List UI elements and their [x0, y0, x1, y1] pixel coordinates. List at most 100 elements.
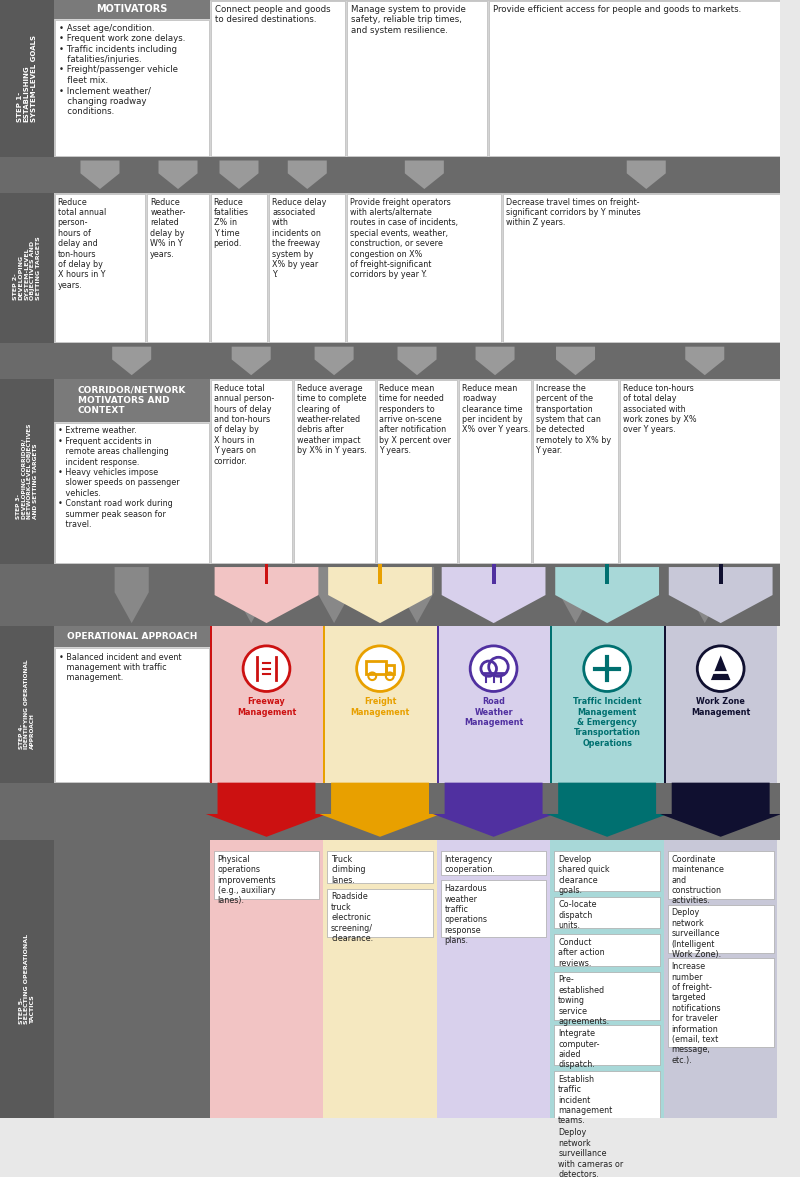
FancyBboxPatch shape	[0, 783, 780, 839]
FancyBboxPatch shape	[605, 564, 609, 584]
FancyBboxPatch shape	[0, 0, 54, 157]
Text: Reduce
total annual
person-
hours of
delay and
ton-hours
of delay by
X hours in : Reduce total annual person- hours of del…	[58, 198, 106, 290]
Polygon shape	[288, 160, 326, 189]
Text: OPERATIONAL APPROACH: OPERATIONAL APPROACH	[66, 632, 197, 640]
Circle shape	[357, 646, 403, 691]
FancyBboxPatch shape	[54, 626, 210, 647]
Polygon shape	[405, 160, 444, 189]
FancyBboxPatch shape	[294, 380, 374, 564]
Text: Deploy
network
surveillance
with cameras or
detectors.: Deploy network surveillance with cameras…	[558, 1129, 623, 1177]
Text: Reduce average
time to complete
clearing of
weather-related
debris after
weather: Reduce average time to complete clearing…	[297, 384, 366, 455]
FancyBboxPatch shape	[492, 564, 495, 584]
FancyBboxPatch shape	[620, 380, 789, 564]
FancyBboxPatch shape	[54, 647, 209, 782]
Polygon shape	[660, 783, 782, 837]
Polygon shape	[555, 567, 659, 623]
FancyBboxPatch shape	[210, 194, 267, 343]
Polygon shape	[556, 347, 595, 375]
Polygon shape	[558, 567, 593, 623]
Text: Freeway
Management: Freeway Management	[237, 697, 296, 717]
Polygon shape	[319, 783, 441, 837]
Text: Manage system to provide
safety, reliable trip times,
and system resilience.: Manage system to provide safety, reliabl…	[351, 5, 466, 34]
FancyBboxPatch shape	[265, 564, 269, 584]
FancyBboxPatch shape	[441, 851, 546, 875]
Polygon shape	[688, 567, 722, 623]
FancyBboxPatch shape	[668, 958, 774, 1046]
FancyBboxPatch shape	[54, 194, 146, 343]
FancyBboxPatch shape	[378, 564, 382, 584]
FancyBboxPatch shape	[214, 851, 319, 899]
FancyBboxPatch shape	[554, 897, 660, 929]
Text: Co-locate
dispatch
units.: Co-locate dispatch units.	[558, 900, 597, 930]
Text: Integrate
computer-
aided
dispatch.: Integrate computer- aided dispatch.	[558, 1029, 600, 1070]
Text: STEP 3-
DEVELOPING CORRIDOR/
NETWORK-LEVEL OBJECTIVES
AND SETTING TARGETS: STEP 3- DEVELOPING CORRIDOR/ NETWORK-LEV…	[16, 424, 38, 519]
FancyBboxPatch shape	[437, 839, 550, 1118]
FancyBboxPatch shape	[0, 626, 54, 783]
Text: Reduce delay
associated
with
incidents on
the freeway
system by
X% by year
Y.: Reduce delay associated with incidents o…	[272, 198, 326, 279]
FancyBboxPatch shape	[347, 1, 486, 155]
Polygon shape	[626, 160, 666, 189]
FancyBboxPatch shape	[0, 839, 54, 1118]
Text: CORRIDOR/NETWORK
MOTIVATORS AND
CONTEXT: CORRIDOR/NETWORK MOTIVATORS AND CONTEXT	[78, 385, 186, 415]
FancyBboxPatch shape	[550, 626, 664, 783]
FancyBboxPatch shape	[54, 379, 210, 421]
Polygon shape	[398, 347, 437, 375]
FancyBboxPatch shape	[0, 157, 780, 193]
Polygon shape	[317, 567, 351, 623]
Text: Provide freight operators
with alerts/alternate
routes in case of incidents,
spe: Provide freight operators with alerts/al…	[350, 198, 458, 279]
Polygon shape	[400, 567, 434, 623]
FancyBboxPatch shape	[327, 851, 433, 883]
Polygon shape	[81, 160, 119, 189]
FancyBboxPatch shape	[323, 626, 437, 783]
FancyBboxPatch shape	[147, 194, 209, 343]
Circle shape	[470, 646, 517, 691]
FancyBboxPatch shape	[554, 851, 660, 891]
FancyBboxPatch shape	[437, 626, 438, 783]
Polygon shape	[711, 656, 730, 680]
Polygon shape	[232, 347, 270, 375]
Text: STEP 5-
SELECTING OPERATIONAL
TACTICS: STEP 5- SELECTING OPERATIONAL TACTICS	[18, 933, 35, 1024]
FancyBboxPatch shape	[437, 626, 550, 783]
FancyBboxPatch shape	[54, 626, 210, 783]
Polygon shape	[219, 160, 258, 189]
FancyBboxPatch shape	[441, 880, 546, 937]
FancyBboxPatch shape	[668, 851, 774, 899]
FancyBboxPatch shape	[533, 380, 618, 564]
Text: Physical
operations
improvements
(e.g., auxiliary
lanes).: Physical operations improvements (e.g., …	[218, 855, 276, 905]
Text: MOTIVATORS: MOTIVATORS	[96, 5, 167, 14]
Text: Deploy
network
surveillance
(Intelligent
Work Zone).: Deploy network surveillance (Intelligent…	[672, 909, 721, 959]
Text: Road
Weather
Management: Road Weather Management	[464, 697, 523, 727]
Text: Work Zone
Management: Work Zone Management	[691, 697, 750, 717]
FancyBboxPatch shape	[54, 0, 790, 157]
Text: Increase the
percent of the
transportation
system that can
be detected
remotely : Increase the percent of the transportati…	[535, 384, 610, 455]
Text: Reduce
weather-
related
delay by
W% in Y
years.: Reduce weather- related delay by W% in Y…	[150, 198, 186, 259]
Polygon shape	[686, 347, 724, 375]
FancyBboxPatch shape	[323, 626, 326, 783]
FancyBboxPatch shape	[664, 626, 778, 783]
Text: STEP 4-
IDENTIFYING OPERATIONAL
APPROACH: STEP 4- IDENTIFYING OPERATIONAL APPROACH	[18, 659, 35, 749]
FancyBboxPatch shape	[210, 626, 323, 783]
Text: Develop
shared quick
clearance
goals.: Develop shared quick clearance goals.	[558, 855, 610, 895]
Text: Increase
number
of freight-
targeted
notifications
for traveler
information
(ema: Increase number of freight- targeted not…	[672, 962, 722, 1065]
FancyBboxPatch shape	[327, 889, 433, 937]
Text: Coordinate
maintenance
and
construction
activities.: Coordinate maintenance and construction …	[672, 855, 725, 905]
Text: Reduce mean
roadway
clearance time
per incident by
X% over Y years.: Reduce mean roadway clearance time per i…	[462, 384, 530, 434]
FancyBboxPatch shape	[459, 380, 530, 564]
FancyBboxPatch shape	[54, 20, 209, 155]
FancyBboxPatch shape	[210, 380, 292, 564]
Text: • Asset age/condition.
• Frequent work zone delays.
• Traffic incidents includin: • Asset age/condition. • Frequent work z…	[58, 24, 185, 117]
FancyBboxPatch shape	[347, 194, 502, 343]
FancyBboxPatch shape	[554, 1025, 660, 1065]
Polygon shape	[114, 567, 149, 623]
FancyBboxPatch shape	[664, 626, 666, 783]
FancyBboxPatch shape	[554, 1071, 660, 1119]
FancyBboxPatch shape	[550, 626, 552, 783]
Polygon shape	[475, 347, 514, 375]
Polygon shape	[433, 783, 554, 837]
Polygon shape	[442, 567, 546, 623]
Text: Freight
Management: Freight Management	[350, 697, 410, 717]
FancyBboxPatch shape	[210, 839, 323, 1118]
FancyBboxPatch shape	[210, 626, 212, 783]
FancyBboxPatch shape	[503, 194, 789, 343]
FancyBboxPatch shape	[489, 1, 789, 155]
